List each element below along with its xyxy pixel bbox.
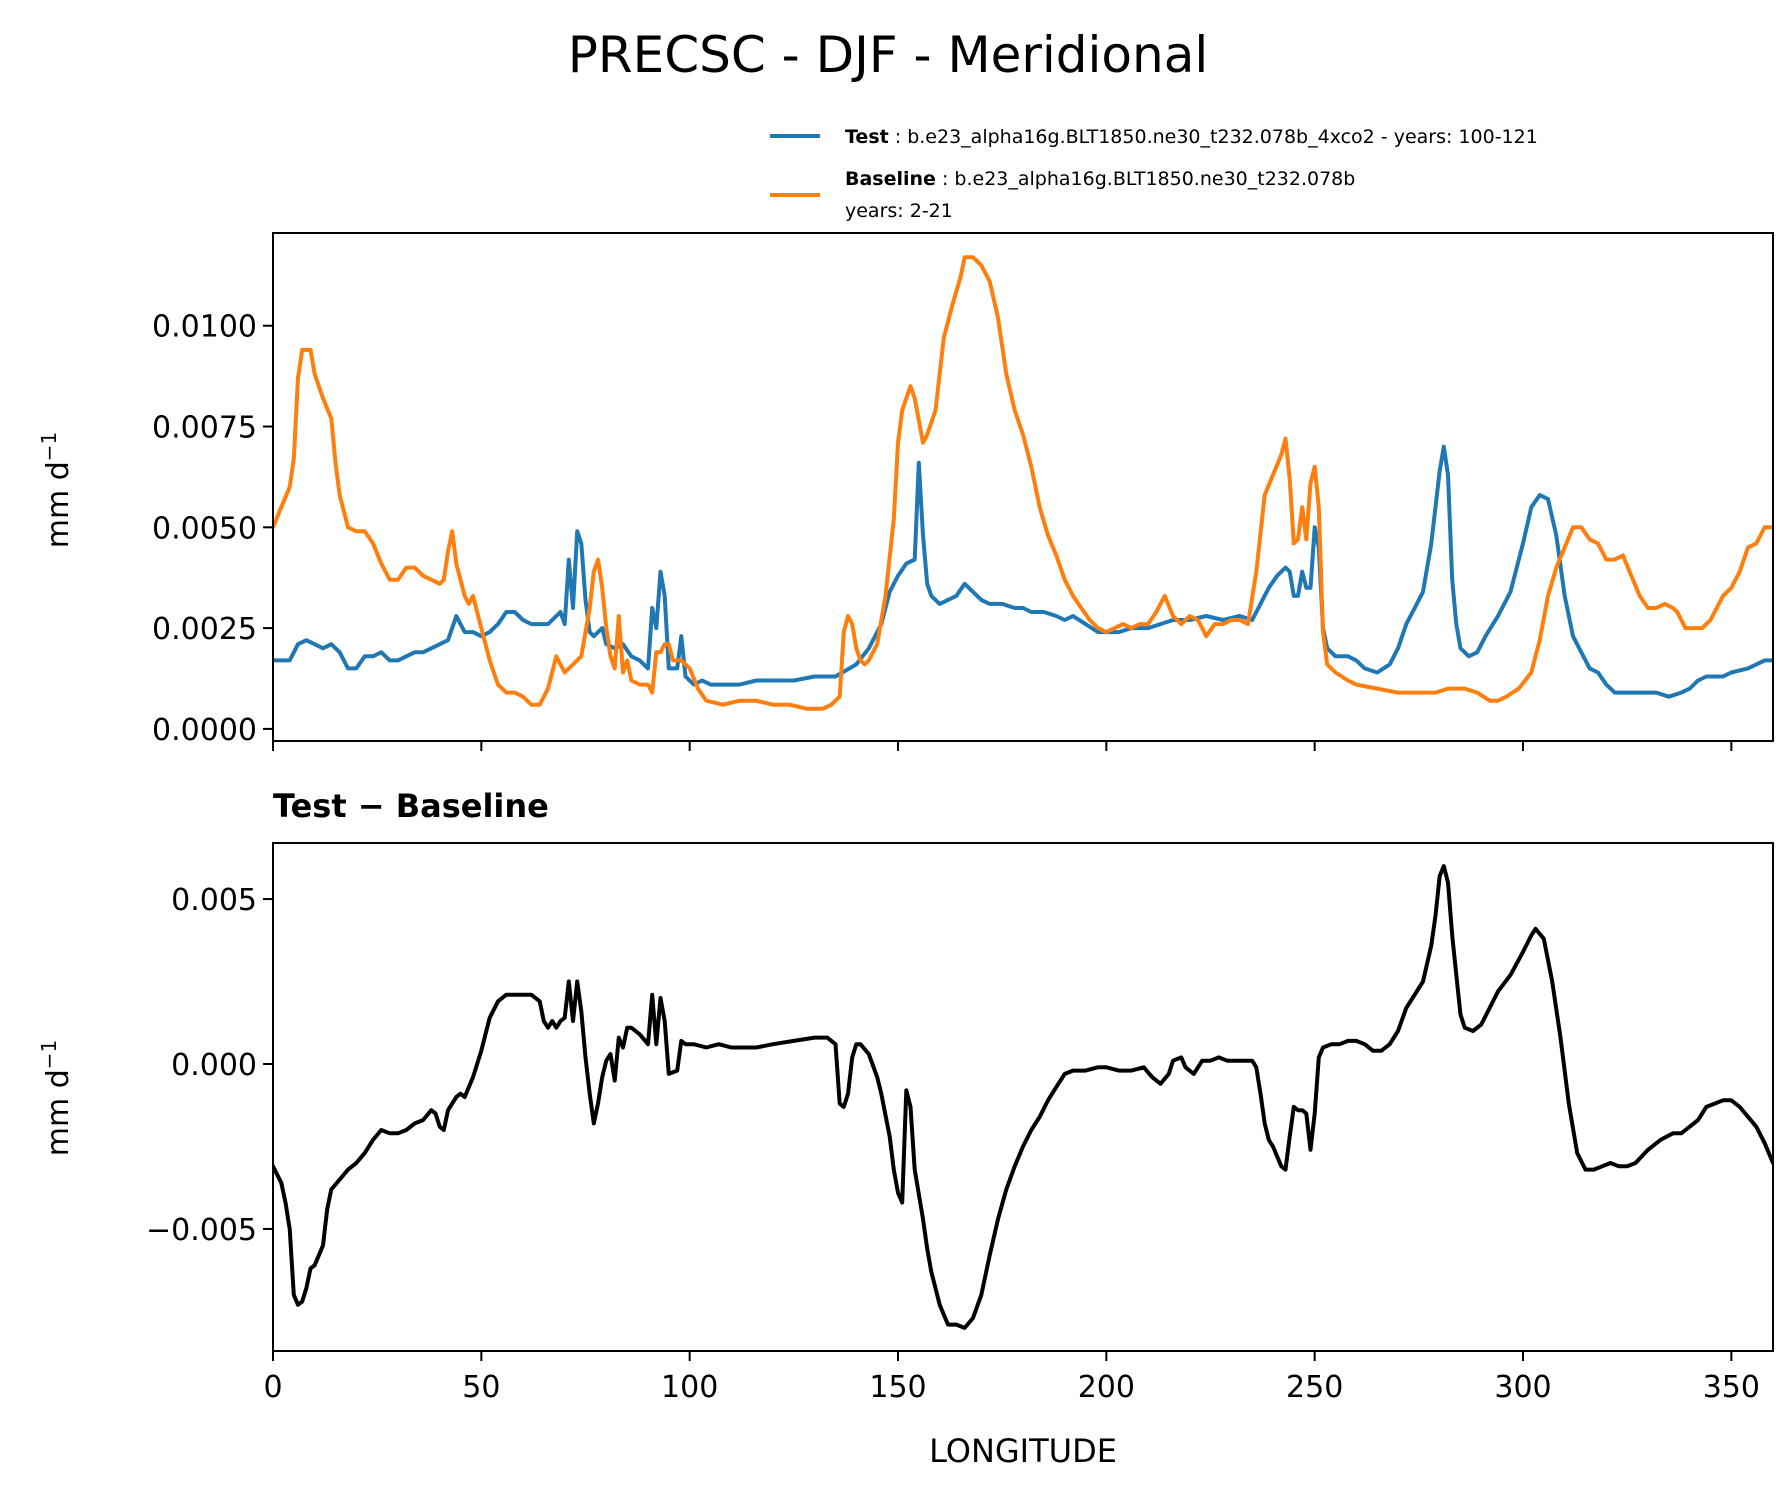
bottom-y-ticks: −0.005 0.000 0.005 (146, 883, 273, 1248)
top-axes-frame (272, 232, 1774, 742)
bottom-y-axis-label-sup: −1 (37, 1040, 61, 1069)
y-tick-label: −0.005 (146, 1213, 257, 1248)
series-line-test (273, 444, 1773, 699)
legend-test-text: Test : b.e23_alpha16g.BLT1850.ne30_t232.… (845, 126, 1538, 148)
bottom-panel: Test − Baseline −0.005 0.000 0.005 0 50 100 1… (37, 787, 1774, 1470)
y-tick-label: 0.0075 (152, 411, 257, 446)
bottom-panel-title: Test − Baseline (273, 787, 549, 825)
x-tick-label: 150 (869, 1370, 926, 1405)
legend-baseline-label: Baseline (845, 168, 936, 190)
legend-test-case: b.e23_alpha16g.BLT1850.ne30_t232.078b_4x… (907, 126, 1538, 148)
y-tick-label: 0.0050 (152, 511, 257, 546)
y-tick-label: 0.005 (171, 883, 257, 918)
bottom-axes-frame (272, 842, 1774, 1352)
x-tick-label: 350 (1703, 1370, 1760, 1405)
legend: Test : b.e23_alpha16g.BLT1850.ne30_t232.… (770, 126, 1538, 222)
x-axis-label: LONGITUDE (929, 1432, 1117, 1470)
y-tick-label: 0.0000 (152, 713, 257, 748)
x-tick-label: 50 (462, 1370, 500, 1405)
legend-baseline-text: Baseline : b.e23_alpha16g.BLT1850.ne30_t… (845, 168, 1355, 190)
top-y-axis-label-sup: −1 (37, 432, 61, 461)
legend-baseline-sep: : (936, 168, 954, 190)
top-series-lines (273, 255, 1773, 711)
bottom-y-axis-label-text: mm d (41, 1069, 76, 1156)
top-y-axis-label: mm d−1 (37, 432, 76, 549)
bottom-x-ticks: 0 50 100 150 200 250 300 350 (263, 1351, 1760, 1405)
y-tick-label: 0.0100 (152, 310, 257, 345)
y-tick-label: 0.0025 (152, 612, 257, 647)
series-line-baseline (273, 255, 1773, 711)
legend-baseline-years: years: 2-21 (845, 200, 953, 222)
x-tick-label: 100 (661, 1370, 718, 1405)
top-x-ticks (272, 741, 1733, 751)
top-y-ticks: 0.0000 0.0025 0.0050 0.0075 0.0100 (152, 310, 273, 748)
x-tick-label: 0 (263, 1370, 282, 1405)
figure-title: PRECSC - DJF - Meridional (568, 26, 1209, 84)
top-panel: 0.0000 0.0025 0.0050 0.0075 0.0100 mm d−1 (37, 232, 1774, 751)
bottom-series-lines (273, 864, 1773, 1330)
legend-test-label: Test (845, 126, 889, 148)
x-tick-label: 300 (1494, 1370, 1551, 1405)
bottom-y-axis-label: mm d−1 (37, 1040, 76, 1157)
legend-baseline-case: b.e23_alpha16g.BLT1850.ne30_t232.078b (954, 168, 1355, 190)
x-tick-label: 200 (1078, 1370, 1135, 1405)
legend-test-sep: : (889, 126, 907, 148)
series-line-test-baseline (273, 864, 1773, 1330)
top-y-axis-label-text: mm d (41, 461, 76, 548)
x-tick-label: 250 (1286, 1370, 1343, 1405)
y-tick-label: 0.000 (171, 1048, 257, 1083)
